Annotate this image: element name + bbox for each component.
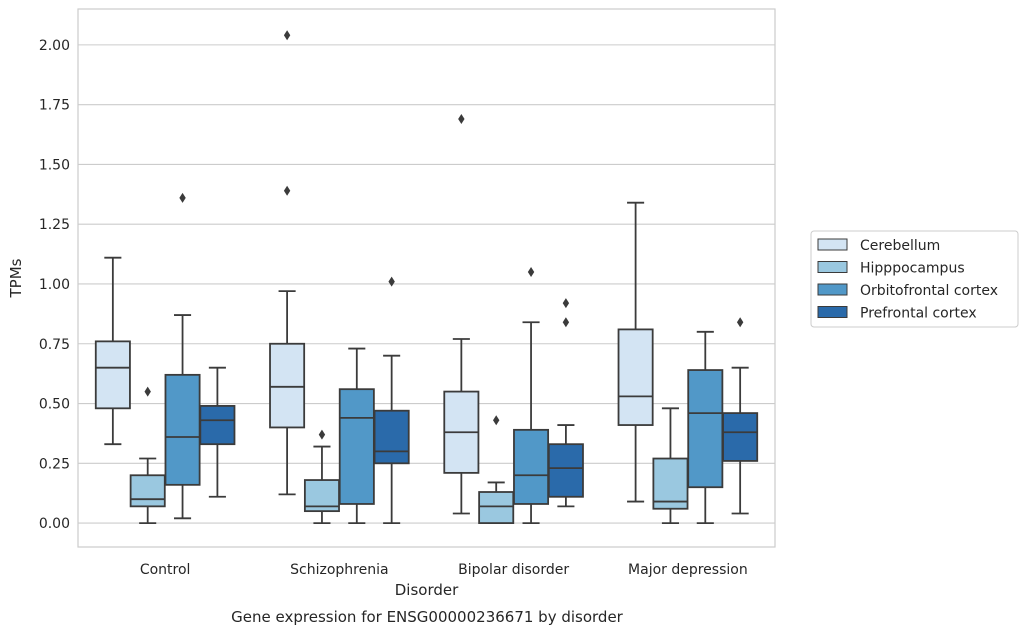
box-body — [94, 340, 131, 410]
box-body — [478, 491, 515, 524]
y-tick-label: 1.50 — [39, 157, 70, 173]
legend-swatch — [817, 261, 848, 273]
x-tick-label: Major depression — [628, 562, 748, 578]
y-tick-label: 1.75 — [39, 98, 70, 114]
box-cerebellum — [443, 113, 480, 515]
outlier-point — [562, 298, 570, 309]
x-tick-label: Control — [140, 562, 191, 578]
outlier-point — [527, 267, 535, 278]
box-hipppocampus — [129, 386, 166, 524]
y-tick-label: 0.75 — [39, 337, 70, 353]
legend-label: Cerebellum — [860, 238, 940, 254]
legend-frame — [810, 230, 1019, 328]
y-tick-label: 0.00 — [39, 516, 70, 532]
legend-label: Orbitofrontal cortex — [860, 283, 998, 299]
outlier-point — [458, 113, 465, 124]
box-body — [722, 412, 759, 462]
box-orbitofrontal-cortex — [338, 347, 375, 524]
box-body — [199, 405, 236, 446]
y-tick-label: 0.50 — [39, 397, 70, 413]
box-body — [513, 428, 550, 505]
y-tick-label: 1.00 — [39, 277, 70, 293]
box-body — [338, 388, 375, 505]
outlier-point — [736, 317, 744, 328]
y-tick-labels: 0.00 0.25 0.50 0.75 1.00 1.25 1.50 1.75 2.00 — [39, 38, 70, 532]
box-body — [687, 369, 724, 489]
legend-swatch — [817, 283, 848, 296]
box-prefrontal-cortex — [373, 276, 410, 524]
outlier-point — [179, 192, 186, 203]
outlier-point — [493, 415, 500, 426]
x-tick-label: Schizophrenia — [290, 562, 388, 578]
y-tick-label: 2.00 — [39, 38, 70, 54]
y-tick-label: 0.25 — [39, 456, 70, 472]
chart-caption: Gene expression for ENSG00000236671 by d… — [231, 608, 624, 626]
box-body — [547, 443, 584, 498]
outlier-point — [562, 317, 570, 328]
box-body — [373, 409, 410, 465]
box-hipppocampus — [478, 415, 515, 524]
box-body — [617, 328, 654, 426]
box-body — [269, 342, 306, 429]
box-body — [129, 474, 166, 508]
box-prefrontal-cortex — [199, 366, 236, 498]
y-tick-label: 1.25 — [39, 217, 70, 233]
plot-frame — [77, 8, 776, 548]
x-tick-labels: Control Schizophrenia Bipolar disorder Majo… — [140, 562, 748, 578]
box-cerebellum — [94, 256, 131, 446]
box-hipppocampus — [652, 407, 689, 524]
box-plot-area — [94, 30, 759, 524]
outlier-point — [318, 429, 326, 440]
legend-swatch — [817, 238, 848, 251]
outlier-point — [283, 185, 291, 196]
box-body — [652, 457, 689, 510]
y-axis-label: TPMs — [7, 258, 25, 298]
box-orbitofrontal-cortex — [687, 330, 724, 524]
outlier-point — [144, 386, 151, 397]
box-cerebellum — [269, 30, 306, 496]
legend: Cerebellum Hipppocampus Orbitofrontal cort… — [810, 230, 1019, 328]
x-axis-label: Disorder — [395, 581, 459, 599]
legend-label: Hipppocampus — [860, 261, 965, 277]
box-hipppocampus — [303, 429, 340, 524]
box-prefrontal-cortex — [722, 317, 759, 515]
legend-label: Prefrontal cortex — [860, 306, 977, 322]
x-tick-label: Bipolar disorder — [458, 562, 569, 578]
outlier-point — [283, 30, 291, 41]
legend-swatch — [817, 306, 848, 318]
box-prefrontal-cortex — [547, 298, 584, 508]
outlier-point — [388, 276, 395, 287]
box-cerebellum — [617, 201, 654, 503]
box-body — [164, 373, 201, 486]
